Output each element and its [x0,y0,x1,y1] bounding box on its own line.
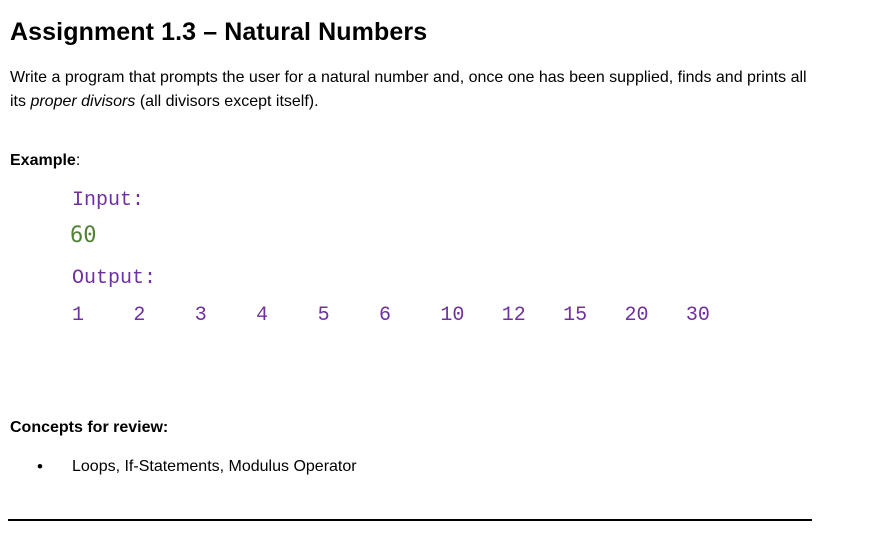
code-output-value: 15 [563,304,588,327]
bullet-icon: • [37,457,43,476]
concepts-list-item-text: Loops, If-Statements, Modulus Operator [72,458,357,475]
concepts-heading: Concepts for review: [10,419,169,436]
intro-paragraph: Write a program that prompts the user fo… [10,66,818,114]
code-output-value: 4 [256,304,269,327]
code-input-value: 60 [70,223,97,248]
code-output-label: Output: [72,267,157,290]
intro-text-before: Write a program that prompts the user fo… [10,69,807,110]
code-output-values-row: 1 2 3 4 5 6 10 12 15 20 30 [72,304,747,327]
intro-text-after: (all divisors except itself). [135,93,319,110]
concepts-list-item: • Loops, If-Statements, Modulus Operator [0,457,808,480]
code-output-value: 10 [440,304,465,327]
code-output-value: 3 [194,304,207,327]
page-title: Assignment 1.3 – Natural Numbers [10,17,428,46]
code-output-value: 20 [624,304,649,327]
example-heading-colon: : [75,152,81,169]
horizontal-rule [8,519,812,521]
code-output-value: 30 [685,304,710,327]
intro-text-italic: proper divisors [30,93,136,110]
code-output-value: 1 [72,304,85,327]
example-heading-label: Example [10,152,76,169]
code-input-label: Input: [72,189,145,212]
code-output-value: 12 [501,304,526,327]
code-output-value: 5 [317,304,330,327]
code-output-value: 6 [378,304,391,327]
example-heading: Example: [10,152,80,170]
code-output-value: 2 [133,304,146,327]
